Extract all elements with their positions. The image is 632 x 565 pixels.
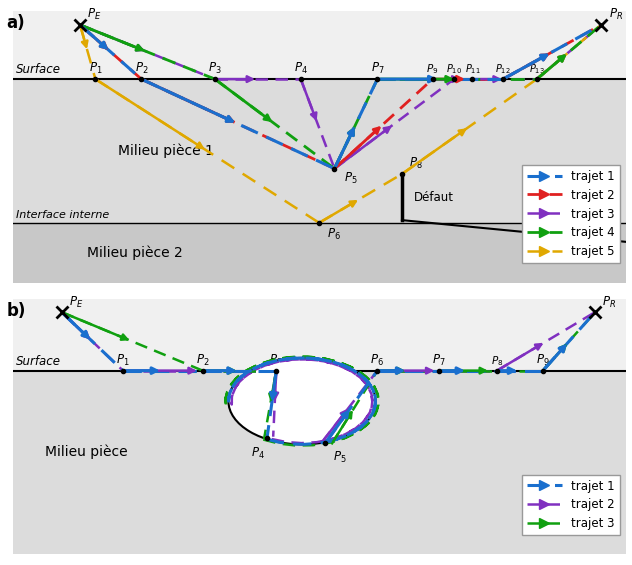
- Text: $P_2$: $P_2$: [135, 61, 148, 76]
- Text: $P_5$: $P_5$: [332, 450, 346, 464]
- Text: $P_{12}$: $P_{12}$: [495, 62, 511, 76]
- Text: $P_{13}$: $P_{13}$: [529, 62, 545, 76]
- Text: $P_4$: $P_4$: [251, 446, 265, 460]
- Text: $P_4$: $P_4$: [294, 61, 308, 76]
- Text: $P_E$: $P_E$: [69, 294, 83, 310]
- Ellipse shape: [228, 358, 375, 444]
- Text: Milieu pièce 2: Milieu pièce 2: [87, 245, 183, 260]
- Text: Interface interne: Interface interne: [16, 210, 109, 220]
- Text: $P_{10}$: $P_{10}$: [446, 62, 462, 76]
- Text: Milieu pièce 1: Milieu pièce 1: [118, 144, 214, 158]
- Bar: [13, 79, 626, 223]
- Text: $P_R$: $P_R$: [609, 7, 623, 22]
- Text: $P_8$: $P_8$: [410, 156, 423, 171]
- Text: Surface: Surface: [16, 63, 61, 76]
- Text: $P_8$: $P_8$: [491, 354, 503, 368]
- Text: $P_9$: $P_9$: [427, 62, 439, 76]
- Text: $P_6$: $P_6$: [370, 353, 384, 368]
- Text: $P_3$: $P_3$: [208, 61, 222, 76]
- Text: $P_{11}$: $P_{11}$: [465, 62, 480, 76]
- Text: b): b): [6, 302, 26, 320]
- Legend: trajet 1, trajet 2, trajet 3: trajet 1, trajet 2, trajet 3: [522, 475, 620, 535]
- Text: $P_7$: $P_7$: [370, 61, 384, 76]
- Text: $P_9$: $P_9$: [536, 353, 550, 368]
- Bar: [13, 223, 626, 282]
- Text: $P_2$: $P_2$: [196, 353, 209, 368]
- Text: $P_6$: $P_6$: [327, 227, 341, 242]
- Text: $P_7$: $P_7$: [432, 353, 446, 368]
- Text: Défaut: Défaut: [414, 190, 454, 203]
- Text: $P_1$: $P_1$: [116, 353, 130, 368]
- Text: $P_5$: $P_5$: [344, 171, 357, 186]
- Text: $P_3$: $P_3$: [269, 353, 283, 368]
- Text: $P_E$: $P_E$: [87, 7, 102, 22]
- Text: a): a): [6, 14, 25, 32]
- Text: Milieu pièce: Milieu pièce: [45, 445, 128, 459]
- Bar: [13, 11, 626, 79]
- Legend: trajet 1, trajet 2, trajet 3, trajet 4, trajet 5: trajet 1, trajet 2, trajet 3, trajet 4, …: [522, 165, 620, 263]
- Text: $P_1$: $P_1$: [88, 61, 102, 76]
- Text: Surface: Surface: [16, 355, 61, 368]
- Text: $P_R$: $P_R$: [602, 294, 616, 310]
- Bar: [13, 299, 626, 371]
